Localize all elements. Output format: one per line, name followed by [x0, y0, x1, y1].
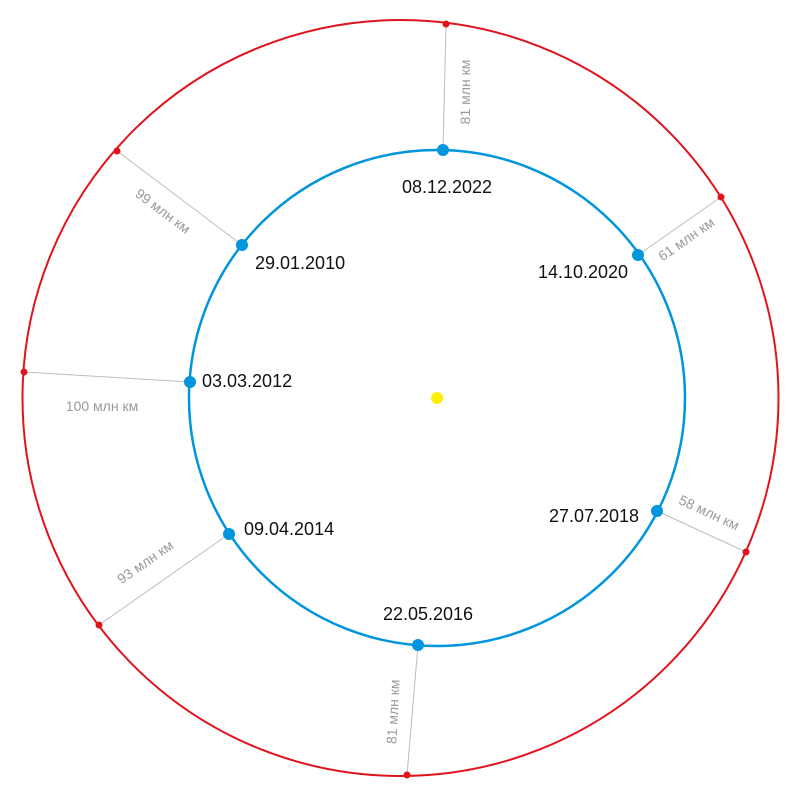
earth-position [632, 249, 644, 261]
distance-label: 58 млн км [676, 492, 741, 534]
opposition-date: 14.10.2020 [538, 262, 628, 282]
earth-position [437, 144, 449, 156]
distance-line [656, 510, 747, 553]
mars-orbit [21, 19, 780, 777]
mars-position [403, 771, 411, 779]
earth-position [223, 528, 235, 540]
opposition-date: 27.07.2018 [549, 506, 639, 526]
earth-position [236, 239, 248, 251]
mars-position [20, 368, 28, 376]
earth-position [651, 505, 663, 517]
distance-label: 93 млн км [114, 537, 176, 587]
distance-line [637, 196, 722, 256]
distance-line [23, 371, 191, 383]
opposition-date: 22.05.2016 [383, 604, 473, 624]
opposition-date: 03.03.2012 [202, 371, 292, 391]
distance-label: 100 млн км [66, 398, 138, 414]
distance-line [406, 644, 419, 776]
distance-label: 99 млн км [132, 185, 193, 237]
mars-position [113, 147, 121, 155]
mars-position [95, 621, 103, 629]
distance-line [116, 150, 243, 246]
opposition-date: 08.12.2022 [402, 177, 492, 197]
distance-label: 81 млн км [457, 60, 473, 125]
sun [431, 392, 443, 404]
earth-position [412, 639, 424, 651]
opposition-date: 09.04.2014 [244, 519, 334, 539]
distance-line [442, 23, 447, 151]
mars-position [717, 193, 725, 201]
distance-label: 81 млн км [383, 679, 402, 744]
mars-position [742, 548, 750, 556]
opposition-date: 29.01.2010 [255, 253, 345, 273]
earth-position [184, 376, 196, 388]
mars-position [442, 20, 450, 28]
distance-line [98, 533, 230, 626]
